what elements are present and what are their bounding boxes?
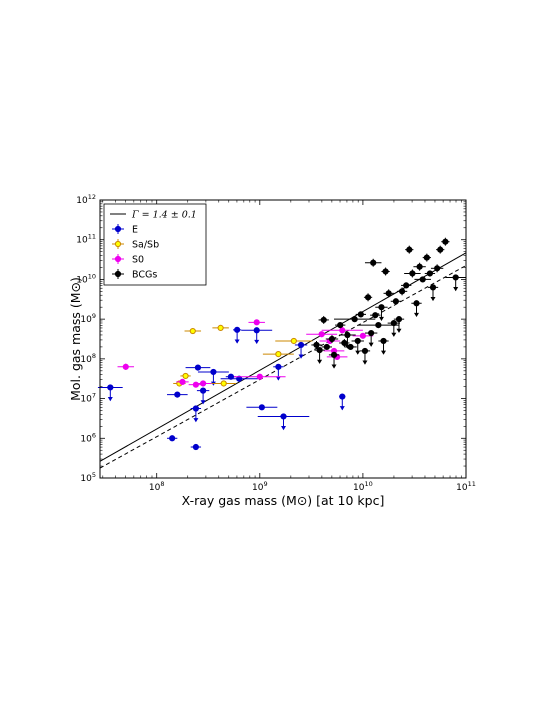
point-e xyxy=(185,364,211,371)
point-bcgs xyxy=(339,331,356,349)
y-tick-label: 109 xyxy=(80,312,96,325)
point-bcgs xyxy=(396,287,408,296)
point-bcgs xyxy=(422,253,431,262)
y-tick-label: 1012 xyxy=(76,193,96,206)
legend-label: BCGs xyxy=(132,270,157,281)
point-s0 xyxy=(321,327,363,334)
x-tick-label: 108 xyxy=(149,480,165,493)
x-tick-label: 1011 xyxy=(456,480,476,493)
legend-entry: BCGs xyxy=(112,269,157,281)
y-tick-label: 108 xyxy=(80,352,96,365)
point-bcgs xyxy=(364,329,378,347)
point-bcgs xyxy=(378,337,389,355)
point-bcgs xyxy=(414,276,431,283)
point-sa-sb xyxy=(262,350,294,358)
point-e xyxy=(97,384,123,402)
point-e xyxy=(232,326,242,344)
point-bcgs xyxy=(441,237,450,246)
point-bcgs xyxy=(370,312,381,319)
point-s0 xyxy=(117,363,135,370)
legend-label: Γ = 1.4 ± 0.1 xyxy=(131,210,197,221)
legend-entry: Γ = 1.4 ± 0.1 xyxy=(110,210,197,221)
point-bcgs xyxy=(383,289,394,298)
axis-ticks: 108 109 1010 1011 105 106 107 108 109 1010 1011 101… xyxy=(76,193,476,493)
legend-label: E xyxy=(132,225,138,236)
y-axis-label: Mol. gas mass (M⊙) xyxy=(68,277,83,401)
legend-entry: S0 xyxy=(112,254,144,266)
legend-entry: Sa/Sb xyxy=(112,239,159,251)
point-bcgs xyxy=(363,293,373,302)
point-e xyxy=(220,375,258,382)
point-e xyxy=(294,341,308,359)
point-bcgs xyxy=(401,282,412,289)
y-tick-label: 1010 xyxy=(76,272,96,285)
point-bcgs xyxy=(328,351,340,369)
point-e xyxy=(339,393,346,411)
point-bcgs xyxy=(318,315,329,324)
point-bcgs xyxy=(411,300,422,318)
point-sa-sb xyxy=(212,324,229,331)
point-s0 xyxy=(248,319,265,326)
legend-label: S0 xyxy=(132,255,144,266)
point-e xyxy=(190,405,202,423)
point-bcgs xyxy=(344,343,357,351)
point-bcgs xyxy=(359,347,371,365)
point-e xyxy=(273,363,284,381)
point-bcgs xyxy=(430,264,444,273)
point-e xyxy=(196,387,210,405)
point-bcgs xyxy=(436,245,445,254)
point-bcgs xyxy=(393,316,405,333)
point-s0 xyxy=(306,331,338,338)
point-bcgs xyxy=(390,298,402,305)
point-bcgs xyxy=(424,270,436,277)
point-e xyxy=(257,413,310,431)
y-tick-label: 1011 xyxy=(76,233,96,246)
point-bcgs xyxy=(381,267,390,276)
point-bcgs xyxy=(334,316,376,323)
point-bcgs xyxy=(364,258,382,267)
point-bcgs xyxy=(339,339,350,347)
legend: Γ = 1.4 ± 0.1 E Sa/Sb S0 BCGs xyxy=(103,203,207,286)
point-e xyxy=(167,391,188,398)
point-bcgs xyxy=(427,284,439,302)
plot-frame xyxy=(99,199,467,479)
y-tick-label: 105 xyxy=(80,471,96,484)
point-s0 xyxy=(176,378,189,385)
point-sa-sb xyxy=(275,337,313,345)
point-bcgs xyxy=(351,337,364,355)
y-tick-label: 106 xyxy=(80,431,96,444)
point-bcgs xyxy=(404,269,421,278)
point-bcgs xyxy=(355,311,366,318)
point-sa-sb xyxy=(184,327,202,335)
point-e xyxy=(241,327,273,345)
point-e xyxy=(190,443,202,451)
point-bcgs xyxy=(311,340,322,349)
point-s0 xyxy=(194,380,212,387)
point-bcgs xyxy=(387,320,401,337)
x-tick-label: 109 xyxy=(252,480,268,493)
point-bcgs xyxy=(413,262,426,271)
point-bcgs xyxy=(321,343,332,351)
data-points xyxy=(97,237,466,451)
point-s0 xyxy=(234,373,286,380)
point-sa-sb xyxy=(211,380,237,387)
point-bcgs xyxy=(314,347,325,364)
point-bcgs xyxy=(335,322,346,329)
legend-label: Sa/Sb xyxy=(132,240,159,251)
point-sa-sb xyxy=(180,372,191,380)
point-e xyxy=(246,404,278,411)
point-bcgs xyxy=(375,304,388,322)
y-tick-label: 107 xyxy=(80,392,96,405)
x-tick-label: 1010 xyxy=(353,480,373,493)
x-axis-label: X-ray gas mass (M⊙) [at 10 kpc] xyxy=(182,493,385,508)
point-bcgs xyxy=(405,245,414,254)
legend-entry: E xyxy=(112,224,138,236)
point-bcgs xyxy=(445,274,466,292)
point-s0 xyxy=(352,332,374,339)
point-bcgs xyxy=(325,335,339,343)
point-e xyxy=(167,435,178,442)
